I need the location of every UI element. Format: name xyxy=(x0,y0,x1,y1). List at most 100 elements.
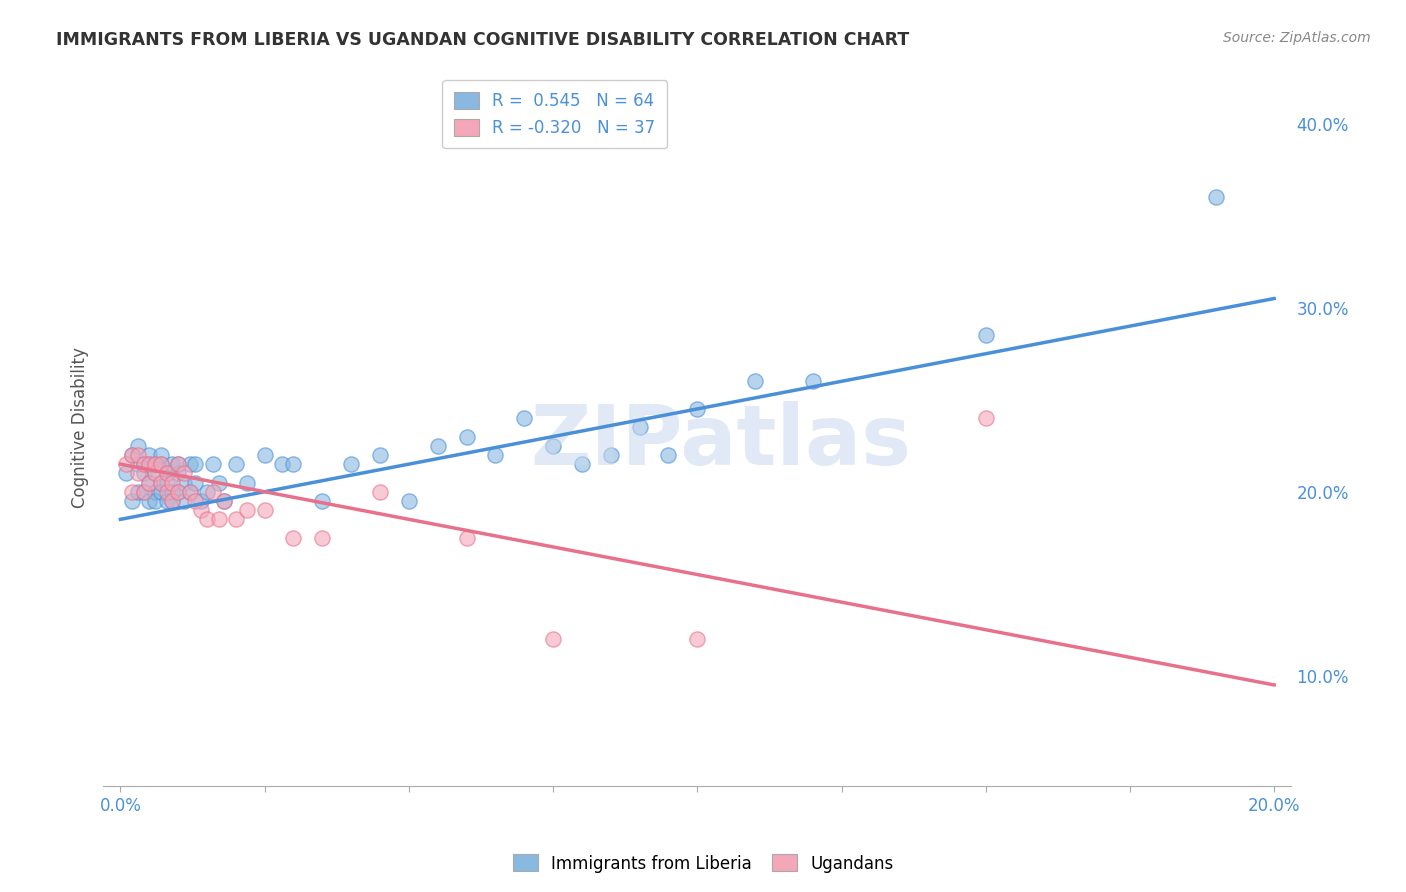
Point xyxy=(974,411,997,425)
Point xyxy=(162,494,184,508)
Point xyxy=(236,475,259,490)
Point xyxy=(143,467,166,481)
Point xyxy=(143,484,166,499)
Point xyxy=(155,475,177,490)
Point xyxy=(214,494,236,508)
Point xyxy=(162,457,184,471)
Point xyxy=(132,484,155,499)
Point xyxy=(155,494,177,508)
Point xyxy=(167,484,190,499)
Point xyxy=(155,467,177,481)
Point xyxy=(253,503,276,517)
Point xyxy=(513,411,536,425)
Point xyxy=(225,512,247,526)
Point xyxy=(190,494,212,508)
Point xyxy=(236,503,259,517)
Point xyxy=(121,448,143,462)
Point xyxy=(115,457,138,471)
Point xyxy=(179,484,201,499)
Point xyxy=(974,328,997,343)
Point xyxy=(149,475,172,490)
Point xyxy=(184,475,207,490)
Point xyxy=(214,494,236,508)
Point xyxy=(149,457,172,471)
Point xyxy=(127,439,149,453)
Point xyxy=(484,448,506,462)
Point xyxy=(541,439,564,453)
Point xyxy=(162,494,184,508)
Y-axis label: Cognitive Disability: Cognitive Disability xyxy=(72,347,89,508)
Point xyxy=(184,457,207,471)
Point xyxy=(179,484,201,499)
Point xyxy=(311,494,333,508)
Point xyxy=(167,467,190,481)
Point xyxy=(426,439,449,453)
Point xyxy=(162,475,184,490)
Point xyxy=(599,448,621,462)
Point xyxy=(340,457,363,471)
Point xyxy=(132,457,155,471)
Text: IMMIGRANTS FROM LIBERIA VS UGANDAN COGNITIVE DISABILITY CORRELATION CHART: IMMIGRANTS FROM LIBERIA VS UGANDAN COGNI… xyxy=(56,31,910,49)
Point xyxy=(253,448,276,462)
Point xyxy=(143,494,166,508)
Point xyxy=(138,457,160,471)
Point xyxy=(138,457,160,471)
Point xyxy=(162,484,184,499)
Point xyxy=(225,457,247,471)
Point xyxy=(368,484,391,499)
Point xyxy=(398,494,420,508)
Point xyxy=(149,457,172,471)
Point xyxy=(201,457,224,471)
Point xyxy=(167,457,190,471)
Point xyxy=(138,475,160,490)
Point xyxy=(207,475,229,490)
Point xyxy=(115,467,138,481)
Point xyxy=(149,484,172,499)
Point xyxy=(132,457,155,471)
Point xyxy=(686,632,709,646)
Point xyxy=(283,531,305,545)
Point xyxy=(155,484,177,499)
Point xyxy=(368,448,391,462)
Point xyxy=(127,484,149,499)
Point xyxy=(173,467,195,481)
Point xyxy=(132,484,155,499)
Point xyxy=(121,494,143,508)
Point xyxy=(628,420,651,434)
Point xyxy=(167,484,190,499)
Point xyxy=(456,531,478,545)
Point xyxy=(143,457,166,471)
Point xyxy=(195,484,218,499)
Point xyxy=(127,457,149,471)
Point xyxy=(801,375,824,389)
Point xyxy=(138,475,160,490)
Point xyxy=(657,448,679,462)
Point xyxy=(207,512,229,526)
Point xyxy=(456,429,478,443)
Point xyxy=(173,475,195,490)
Point xyxy=(143,467,166,481)
Point xyxy=(571,457,593,471)
Point xyxy=(155,467,177,481)
Legend: R =  0.545   N = 64, R = -0.320   N = 37: R = 0.545 N = 64, R = -0.320 N = 37 xyxy=(443,80,666,148)
Point xyxy=(201,484,224,499)
Point xyxy=(149,448,172,462)
Point xyxy=(138,448,160,462)
Point xyxy=(121,448,143,462)
Point xyxy=(190,503,212,517)
Point xyxy=(541,632,564,646)
Point xyxy=(686,401,709,416)
Text: ZIPatlas: ZIPatlas xyxy=(530,401,911,483)
Point xyxy=(184,494,207,508)
Point xyxy=(143,457,166,471)
Text: Source: ZipAtlas.com: Source: ZipAtlas.com xyxy=(1223,31,1371,45)
Point xyxy=(149,475,172,490)
Point xyxy=(132,467,155,481)
Point xyxy=(121,484,143,499)
Point xyxy=(744,375,766,389)
Point xyxy=(138,494,160,508)
Point xyxy=(311,531,333,545)
Point xyxy=(283,457,305,471)
Point xyxy=(127,467,149,481)
Point xyxy=(179,457,201,471)
